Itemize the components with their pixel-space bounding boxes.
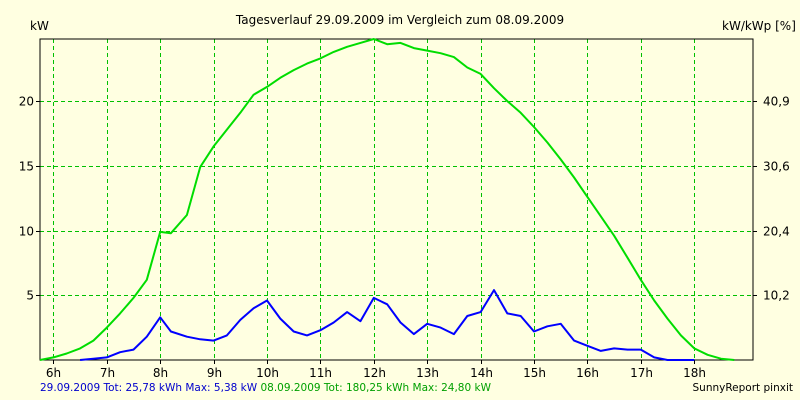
right-tick-label: 40,9 xyxy=(763,95,790,109)
x-tick-label: 18h xyxy=(683,366,706,380)
x-tick-label: 9h xyxy=(207,366,222,380)
x-tick-label: 11h xyxy=(309,366,332,380)
left-tick-label: 20 xyxy=(19,95,34,109)
footer-blue-series: 29.09.2009 Tot: 25,78 kWh Max: 5,38 kW xyxy=(40,382,258,394)
x-tick-label: 13h xyxy=(416,366,439,380)
x-tick-label: 16h xyxy=(576,366,599,380)
left-tick-label: 5 xyxy=(26,289,34,303)
grid xyxy=(40,39,753,360)
right-axis-unit: kW/kWp [%] xyxy=(722,19,796,33)
right-tick-label: 20,4 xyxy=(763,225,790,239)
x-tick-label: 7h xyxy=(100,366,115,380)
plot-frame xyxy=(39,38,754,361)
x-tick-label: 12h xyxy=(363,366,386,380)
series-lines xyxy=(39,38,735,361)
x-tick-label: 15h xyxy=(523,366,546,380)
axis-ticks: 6h 7h 8h 9h 10h 11h 12h 13h 14h 15h 16h 17h 18h 5 10,2… xyxy=(19,95,790,381)
footer-green-series: 08.09.2009 Tot: 180,25 kWh Max: 24,80 kW xyxy=(260,382,491,394)
chart-title: Tagesverlauf 29.09.2009 im Vergleich zum… xyxy=(235,13,564,27)
x-tick-label: 8h xyxy=(153,366,168,380)
right-tick-label: 10,2 xyxy=(763,289,790,303)
footer-legend: 29.09.2009 Tot: 25,78 kWh Max: 5,38 kW 0… xyxy=(40,382,492,394)
right-tick-label: 30,6 xyxy=(763,160,790,174)
footer-credit: SunnyReport pinxit xyxy=(693,382,793,394)
left-tick-label: 15 xyxy=(19,160,34,174)
left-tick-label: 10 xyxy=(19,225,34,239)
x-tick-label: 14h xyxy=(470,366,493,380)
series-line-29-09-2009 xyxy=(80,289,695,361)
x-tick-label: 6h xyxy=(46,366,61,380)
left-axis-unit: kW xyxy=(30,19,49,33)
x-tick-label: 10h xyxy=(256,366,279,380)
x-tick-label: 17h xyxy=(630,366,653,380)
series-line-08-09-2009 xyxy=(39,38,735,361)
